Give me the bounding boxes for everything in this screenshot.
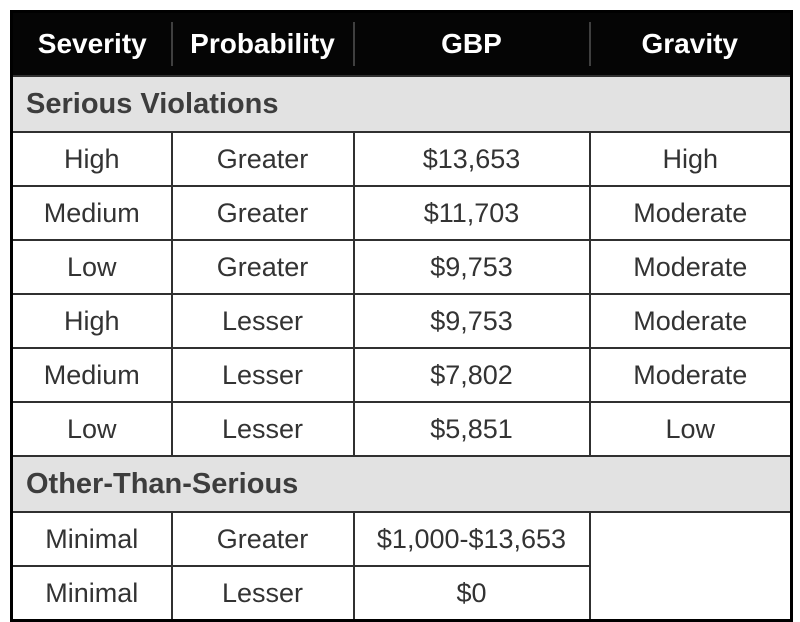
gbp-cell: $0 [352, 565, 591, 622]
severity-cell: Medium [10, 185, 173, 241]
severity-cell: High [10, 293, 173, 349]
probability-cell: Lesser [170, 401, 355, 457]
probability-cell: Lesser [170, 565, 355, 622]
probability-cell: Greater [170, 131, 355, 187]
table-row: Medium Lesser $7,802 Moderate [10, 347, 793, 403]
table-row: High Greater $13,653 High [10, 131, 793, 187]
table-row: Low Greater $9,753 Moderate [10, 239, 793, 295]
section-label-serious-violations: Serious Violations [10, 75, 793, 133]
column-header-row: Severity Probability GBP Gravity [11, 11, 792, 76]
table-row: Low Lesser $5,851 Low [10, 401, 793, 457]
gbp-cell: $9,753 [352, 293, 591, 349]
probability-cell: Greater [170, 185, 355, 241]
penalty-table: Severity Probability GBP Gravity Serious… [10, 10, 793, 622]
gravity-cell: Moderate [588, 185, 793, 241]
header-gravity: Gravity [588, 11, 792, 76]
gbp-cell: $9,753 [352, 239, 591, 295]
header-severity: Severity [11, 11, 172, 76]
probability-cell: Greater [170, 511, 355, 567]
severity-cell: Medium [10, 347, 173, 403]
gbp-cell: $1,000-$13,653 [352, 511, 591, 567]
gbp-cell: $11,703 [352, 185, 591, 241]
header-probability: Probability [170, 11, 354, 76]
severity-cell: Minimal [10, 565, 173, 622]
section-row-other-than-serious: Other-Than-Serious [10, 455, 793, 513]
severity-cell: Low [10, 401, 173, 457]
table-row: High Lesser $9,753 Moderate [10, 293, 793, 349]
gravity-merged-empty-cell [588, 511, 793, 622]
gravity-cell: Low [588, 401, 793, 457]
severity-cell: High [10, 131, 173, 187]
probability-cell: Lesser [170, 347, 355, 403]
severity-cell: Minimal [10, 511, 173, 567]
gbp-cell: $5,851 [352, 401, 591, 457]
gravity-cell: High [588, 131, 793, 187]
gbp-cell: $7,802 [352, 347, 591, 403]
probability-cell: Greater [170, 239, 355, 295]
header-gbp: GBP [352, 11, 590, 76]
severity-cell: Low [10, 239, 173, 295]
gravity-cell: Moderate [588, 347, 793, 403]
gravity-cell: Moderate [588, 239, 793, 295]
gbp-cell: $13,653 [352, 131, 591, 187]
table-row: Medium Greater $11,703 Moderate [10, 185, 793, 241]
section-row-serious: Serious Violations [10, 75, 793, 133]
probability-cell: Lesser [170, 293, 355, 349]
section-label-other-than-serious: Other-Than-Serious [10, 455, 793, 513]
table-row: Minimal Greater $1,000-$13,653 [10, 511, 793, 622]
gravity-cell: Moderate [588, 293, 793, 349]
